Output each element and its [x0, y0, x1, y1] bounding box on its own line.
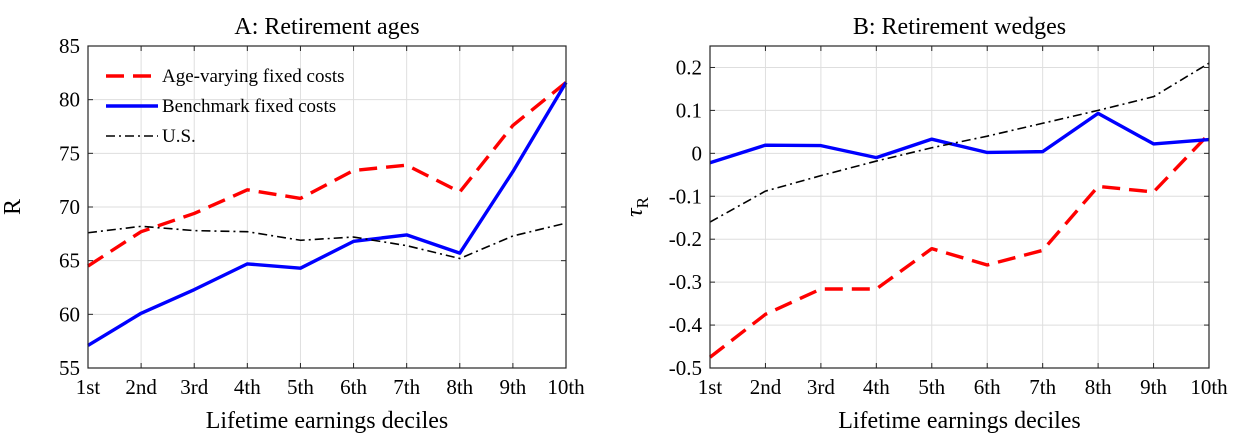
x-tick-label: 1st	[76, 375, 101, 399]
y-tick-label: 55	[59, 356, 80, 380]
y-tick-label: 70	[59, 195, 80, 219]
x-tick-label: 8th	[1085, 375, 1112, 399]
x-tick-label: 10th	[1190, 375, 1228, 399]
x-tick-label: 6th	[340, 375, 367, 399]
series-line-u-s-	[87, 222, 567, 260]
x-tick-label: 1st	[698, 375, 723, 399]
x-tick-label: 5th	[918, 375, 945, 399]
series-line-benchmark-fixed-costs	[87, 81, 568, 347]
chart-title: B: Retirement wedges	[853, 14, 1066, 40]
x-tick-label: 3rd	[807, 375, 835, 399]
plot-area	[710, 46, 1209, 368]
x-tick-label: 4th	[234, 375, 261, 399]
x-tick-label: 8th	[446, 375, 473, 399]
x-tick-label: 7th	[1029, 375, 1056, 399]
legend-label: Age-varying fixed costs	[162, 66, 345, 87]
x-tick-label: 4th	[863, 375, 890, 399]
y-tick-label: -0.4	[669, 313, 703, 337]
x-tick-label: 2nd	[750, 375, 782, 399]
axes-frame	[709, 45, 1210, 369]
legend-label: U.S.	[162, 126, 196, 147]
y-axis-label: τR	[622, 196, 652, 217]
x-tick-label: 9th	[499, 375, 526, 399]
y-tick-label: 0.2	[676, 55, 702, 79]
y-tick-label: 65	[59, 249, 80, 273]
x-axis-label: Lifetime earnings deciles	[206, 408, 449, 434]
x-tick-label: 10th	[547, 375, 585, 399]
y-tick-label: -0.2	[669, 227, 702, 251]
panel-b-retirement-wedges: 1st 2nd 3rd 4th 5th 6th 7th 8th 9th 10th -0.5 -0.4 -…	[622, 14, 1228, 434]
y-tick-label: 0.1	[676, 98, 702, 122]
y-tick-label: 0	[692, 141, 703, 165]
y-tick-label: 85	[59, 34, 80, 58]
x-tick-label: 3rd	[180, 375, 208, 399]
x-tick-label: 2nd	[125, 375, 157, 399]
y-tick-label: 80	[59, 88, 80, 112]
series-line-age-varying-fixed-costs	[87, 81, 568, 268]
x-tick-label: 5th	[287, 375, 314, 399]
y-tick-label: -0.3	[669, 270, 702, 294]
y-tick-label: 60	[59, 302, 80, 326]
series-line-series-1	[708, 132, 1211, 359]
x-tick-label: 7th	[393, 375, 420, 399]
y-tick-label: -0.1	[669, 184, 702, 208]
panel-a-retirement-ages: 1st 2nd 3rd 4th 5th 6th 7th 8th 9th 10th 55 60 65 70 7…	[0, 14, 585, 434]
x-tick-label: 9th	[1140, 375, 1167, 399]
chart-title: A: Retirement ages	[234, 14, 419, 40]
y-axis-label: R	[0, 199, 26, 215]
legend: Age-varying fixed costs Benchmark fixed c…	[106, 66, 345, 147]
y-tick-label: -0.5	[669, 356, 702, 380]
legend-label: Benchmark fixed costs	[162, 96, 336, 117]
x-axis-label: Lifetime earnings deciles	[838, 408, 1081, 434]
y-tick-label: 75	[59, 141, 80, 165]
series-line-series-2	[709, 111, 1210, 165]
x-tick-label: 6th	[974, 375, 1001, 399]
